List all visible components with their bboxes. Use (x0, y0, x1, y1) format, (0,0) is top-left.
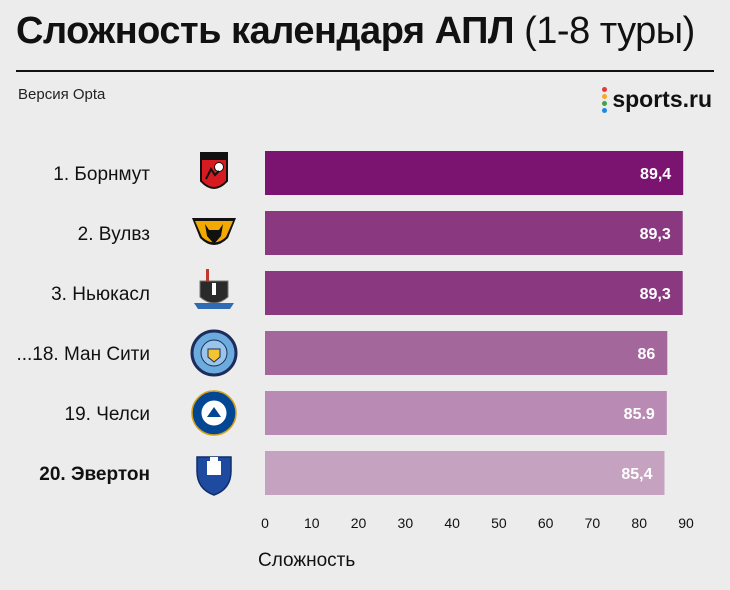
team-label: 3. Ньюкасл (51, 284, 150, 305)
bar-row: 20. Эвертон 85,4 (39, 451, 665, 496)
man-city-crest-icon (190, 329, 238, 377)
x-tick-label: 80 (631, 515, 647, 531)
x-tick-label: 30 (398, 515, 414, 531)
chart-title-suffix: (1-8 туры) (524, 10, 695, 52)
everton-crest-icon (196, 456, 232, 496)
bar-value-label: 85,4 (621, 466, 652, 483)
team-label: 1. Борнмут (53, 164, 150, 185)
x-tick-label: 20 (351, 515, 367, 531)
bar (265, 391, 667, 435)
bar-value-label: 85.9 (624, 406, 655, 423)
bar-row: 19. Челси 85.9 (65, 390, 667, 436)
bar (265, 331, 668, 375)
sports-ru-logo: sports.ru (602, 86, 712, 113)
x-axis-title: Сложность (258, 550, 355, 571)
brand-dot (602, 93, 608, 99)
brand-name: sports.ru (612, 86, 712, 112)
brand-dot (602, 100, 608, 106)
brand-dot (602, 86, 608, 92)
bar-value-label: 89,3 (640, 286, 671, 303)
brand-dot (602, 107, 608, 113)
x-tick-label: 50 (491, 515, 507, 531)
newcastle-crest-icon (194, 269, 234, 309)
bar-row: ...18. Ман Сити 86 (16, 329, 668, 377)
bar-row: 3. Ньюкасл 89,3 (51, 269, 683, 315)
x-tick-label: 90 (678, 515, 694, 531)
team-label: 19. Челси (65, 404, 151, 425)
bar (265, 151, 684, 195)
bar-row: 2. Вулвз 89,3 (78, 211, 683, 255)
chelsea-crest-icon (191, 390, 237, 436)
bar (265, 271, 683, 315)
brand-dots-icon (602, 86, 608, 113)
x-tick-label: 40 (444, 515, 460, 531)
title-divider (16, 70, 714, 72)
x-tick-label: 0 (261, 515, 269, 531)
team-label: ...18. Ман Сити (16, 344, 150, 365)
x-tick-label: 60 (538, 515, 554, 531)
team-label: 2. Вулвз (78, 224, 150, 245)
chart-title: Сложность календаря АПЛ (1-8 туры) (16, 10, 695, 53)
bar-value-label: 86 (637, 346, 655, 363)
x-tick-label: 70 (585, 515, 601, 531)
bar (265, 451, 665, 495)
wolves-crest-icon (192, 218, 236, 245)
x-tick-label: 10 (304, 515, 320, 531)
bar-row: 1. Борнмут 89,4 (53, 151, 684, 195)
bar-value-label: 89,4 (640, 166, 671, 183)
chart-subtitle: Версия Opta (18, 86, 106, 103)
bournemouth-crest-icon (200, 152, 228, 189)
bar-value-label: 89,3 (640, 226, 671, 243)
x-axis: 0 10 20 30 40 50 60 70 80 90 (261, 515, 694, 531)
team-label: 20. Эвертон (39, 464, 150, 485)
bar (265, 211, 683, 255)
chart-title-main: Сложность календаря АПЛ (16, 10, 515, 52)
